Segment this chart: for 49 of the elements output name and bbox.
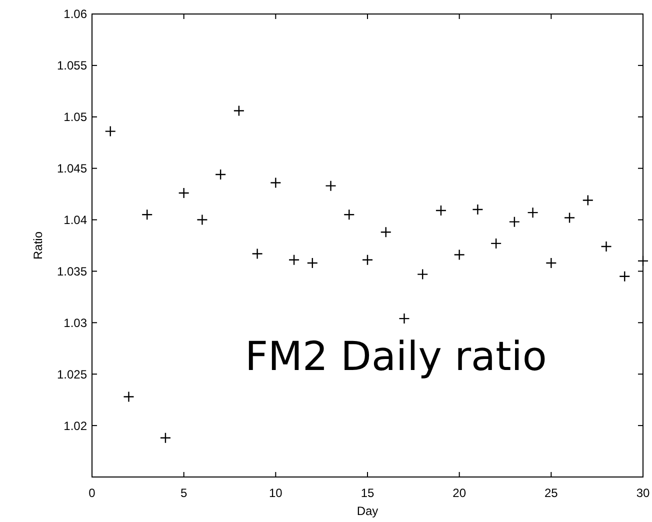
point bbox=[252, 248, 263, 260]
point bbox=[160, 432, 172, 444]
point bbox=[142, 209, 153, 220]
point bbox=[637, 255, 649, 267]
point bbox=[564, 212, 576, 224]
y-tick-label: 1.02 bbox=[64, 418, 88, 433]
y-tick-label: 1.045 bbox=[56, 162, 88, 176]
point bbox=[178, 187, 190, 199]
point bbox=[435, 204, 447, 216]
y-tick-label: 1.04 bbox=[64, 212, 88, 227]
point bbox=[362, 254, 374, 266]
x-tick-label: 30 bbox=[636, 486, 650, 500]
point bbox=[344, 209, 355, 220]
y-tick-label: 1.03 bbox=[64, 316, 88, 330]
point bbox=[454, 249, 465, 260]
point bbox=[214, 168, 226, 180]
y-tick-label: 1.025 bbox=[56, 367, 88, 382]
y-tick-label: 1.05 bbox=[64, 110, 88, 124]
point bbox=[600, 240, 612, 252]
point bbox=[288, 254, 300, 266]
point bbox=[582, 194, 594, 206]
y-axis-title: Ratio bbox=[31, 231, 45, 260]
annotation: FM2 Daily ratio bbox=[245, 334, 547, 380]
point bbox=[325, 180, 336, 192]
x-tick-label: 5 bbox=[180, 486, 188, 500]
point bbox=[104, 126, 116, 137]
point bbox=[546, 257, 557, 269]
y-tick-label: 1.06 bbox=[64, 7, 88, 22]
point bbox=[123, 391, 134, 402]
point bbox=[472, 204, 484, 216]
x-tick-label: 15 bbox=[360, 486, 374, 500]
point bbox=[380, 226, 392, 238]
point bbox=[233, 105, 245, 116]
point bbox=[196, 214, 208, 226]
point bbox=[527, 206, 538, 218]
x-tick-label: 20 bbox=[452, 486, 466, 500]
point bbox=[398, 312, 410, 324]
x-tick-label: 10 bbox=[268, 486, 283, 500]
point bbox=[306, 257, 318, 269]
x-tick-label: 0 bbox=[88, 486, 96, 500]
point bbox=[490, 238, 502, 250]
y-tick-label: 1.055 bbox=[56, 58, 88, 73]
point bbox=[508, 216, 520, 228]
point bbox=[270, 177, 282, 188]
x-tick-label: 25 bbox=[544, 486, 558, 500]
point bbox=[619, 270, 630, 282]
x-axis-title: Day bbox=[356, 504, 378, 518]
y-tick-label: 1.035 bbox=[56, 264, 88, 278]
point bbox=[417, 268, 428, 280]
